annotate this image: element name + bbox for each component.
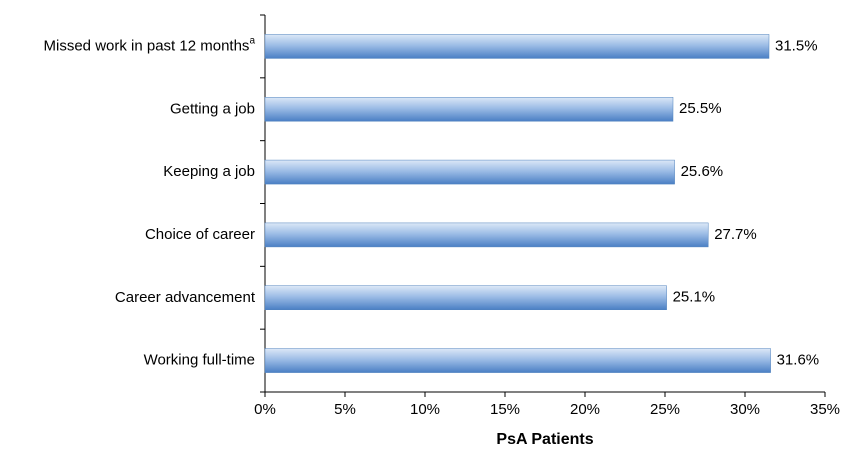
x-tick-label: 20% xyxy=(570,401,600,418)
category-label: Getting a job xyxy=(170,100,255,117)
bar xyxy=(264,34,770,59)
x-axis-title: PsA Patients xyxy=(496,431,593,448)
y-tick-label: Keeping a job xyxy=(163,163,255,180)
x-tick-label: 0% xyxy=(254,401,276,418)
y-tick-label: Getting a job xyxy=(170,100,255,117)
value-label: 27.7% xyxy=(714,226,757,243)
category-label: Keeping a job xyxy=(163,163,255,180)
bar xyxy=(264,285,667,310)
bar xyxy=(264,97,674,122)
y-tick-label: Choice of career xyxy=(145,226,255,243)
bar xyxy=(264,348,771,373)
bar xyxy=(264,159,675,185)
x-tick-label: 30% xyxy=(730,401,760,418)
category-label: Working full-time xyxy=(144,352,255,369)
category-superscript: a xyxy=(249,35,255,46)
category-label: Missed work in past 12 months xyxy=(44,37,250,54)
y-tick-label: Career advancement xyxy=(115,289,256,306)
category-label: Career advancement xyxy=(115,289,256,306)
value-label: 25.6% xyxy=(681,163,724,180)
x-tick-label: 5% xyxy=(334,401,356,418)
value-label: 31.5% xyxy=(775,37,818,54)
x-tick-label: 35% xyxy=(810,401,840,418)
y-tick-label: Missed work in past 12 monthsa xyxy=(44,35,256,54)
x-tick-label: 10% xyxy=(410,401,440,418)
y-tick-label: Working full-time xyxy=(144,352,255,369)
value-label: 25.5% xyxy=(679,100,722,117)
x-tick-label: 15% xyxy=(490,401,520,418)
value-label: 31.6% xyxy=(777,352,820,369)
x-tick-label: 25% xyxy=(650,401,680,418)
bar xyxy=(264,222,709,248)
category-label: Choice of career xyxy=(145,226,255,243)
value-label: 25.1% xyxy=(673,289,716,306)
